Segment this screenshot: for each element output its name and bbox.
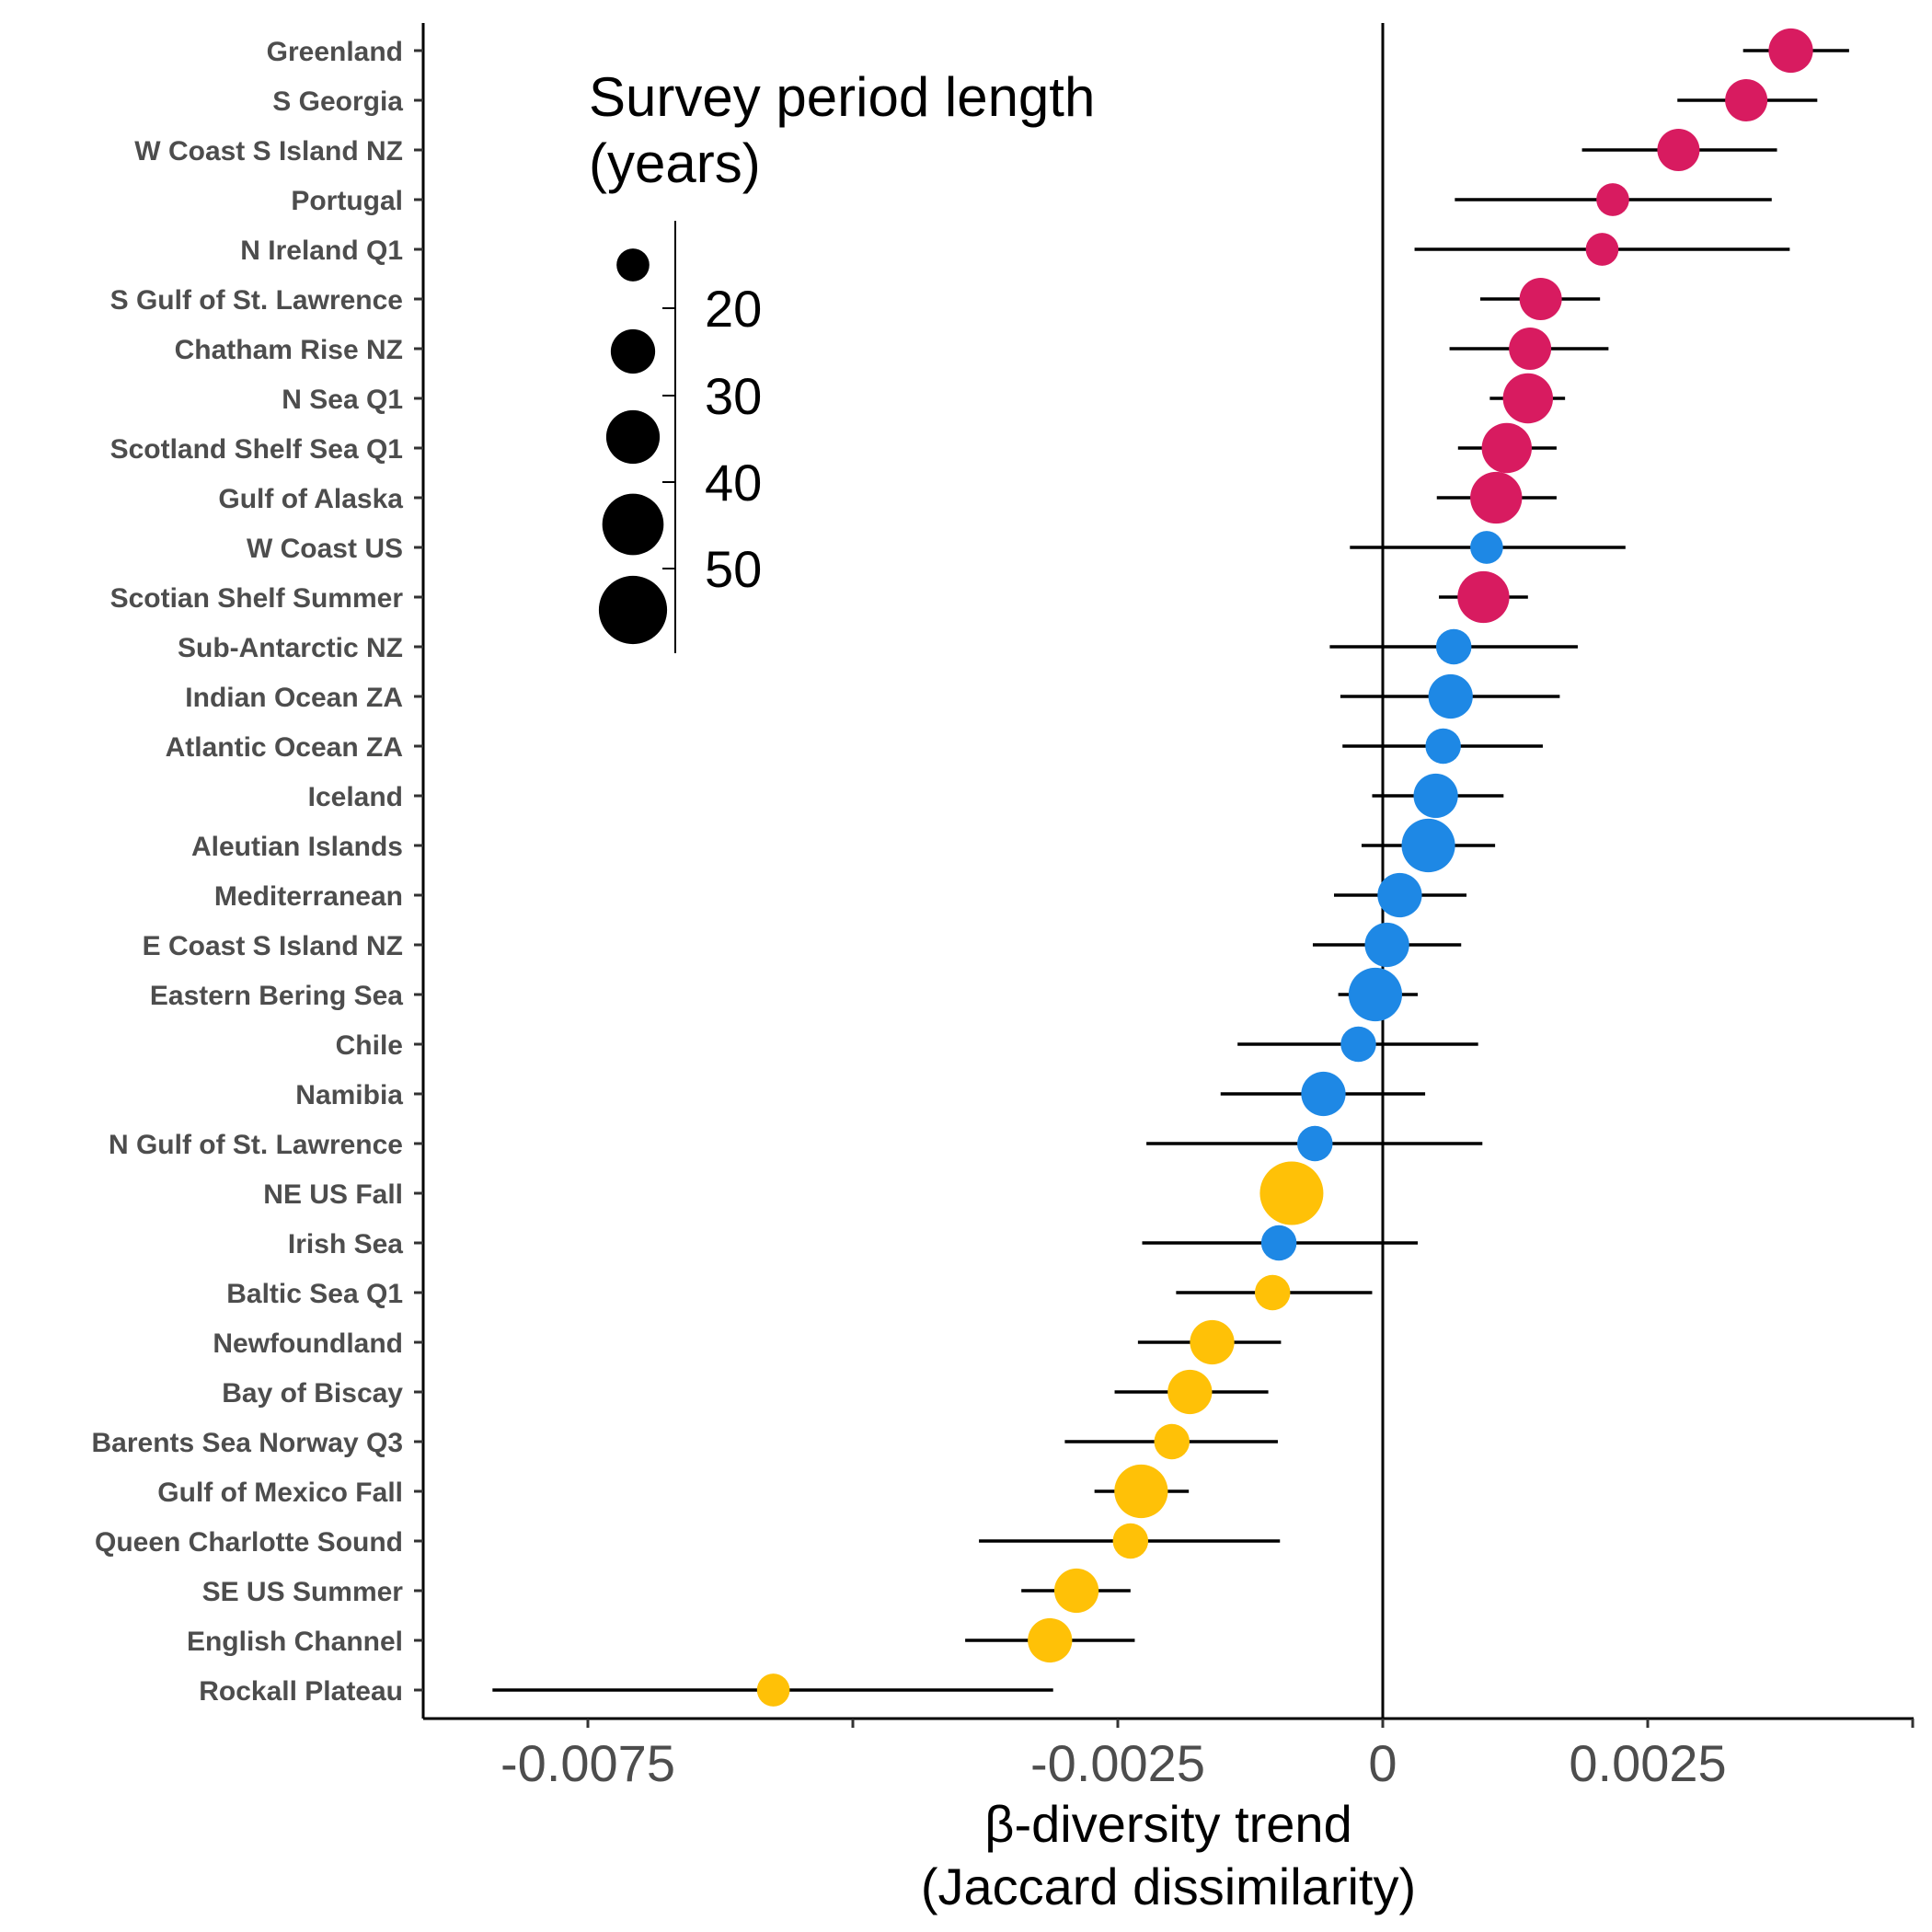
region-label: Chatham Rise NZ <box>175 335 403 365</box>
data-point <box>1470 531 1503 564</box>
region-label: Indian Ocean ZA <box>185 683 403 713</box>
data-point <box>1348 967 1403 1022</box>
region-label: Atlantic Ocean ZA <box>166 732 403 763</box>
region-label: Scotland Shelf Sea Q1 <box>110 434 403 465</box>
region-label: N Gulf of St. Lawrence <box>109 1130 403 1160</box>
region-label: Barents Sea Norway Q3 <box>92 1428 403 1458</box>
data-point <box>1768 28 1813 74</box>
data-point <box>1657 129 1700 171</box>
x-axis-title-line: β-diversity trend <box>984 1795 1351 1853</box>
x-tick-label: 0.0025 <box>1569 1734 1726 1792</box>
region-label: N Ireland Q1 <box>240 236 403 266</box>
region-label: E Coast S Island NZ <box>143 931 403 961</box>
legend-title-line: Survey period length <box>589 66 1095 128</box>
data-point <box>1413 773 1458 819</box>
region-label: Rockall Plateau <box>199 1676 403 1707</box>
region-label: Gulf of Mexico Fall <box>157 1478 403 1508</box>
region-label: SE US Summer <box>202 1577 404 1607</box>
x-axis-title-line: (Jaccard dissimilarity) <box>921 1857 1416 1915</box>
data-point <box>1297 1125 1333 1162</box>
region-label: Scotian Shelf Summer <box>110 583 404 614</box>
legend-value-label: 50 <box>705 540 762 598</box>
data-point <box>1167 1369 1213 1415</box>
data-point <box>1254 1274 1291 1311</box>
points-layer <box>492 28 1849 1707</box>
x-tick-label: -0.0025 <box>1030 1734 1205 1792</box>
data-point <box>1112 1523 1149 1559</box>
region-label: W Coast US <box>247 534 403 564</box>
region-label: Aleutian Islands <box>191 832 403 862</box>
data-point <box>1425 728 1461 765</box>
data-point <box>1340 1026 1376 1063</box>
legend-value-label: 20 <box>705 280 762 338</box>
legend-key-circle <box>610 328 656 374</box>
data-point <box>1509 328 1552 370</box>
region-label: Baltic Sea Q1 <box>226 1279 403 1309</box>
data-point <box>1481 422 1532 474</box>
region-label: S Georgia <box>272 86 403 117</box>
data-point <box>1502 373 1554 424</box>
data-point <box>1260 1225 1297 1261</box>
data-point <box>1301 1071 1346 1117</box>
region-label: Chile <box>336 1030 403 1061</box>
data-point <box>1457 570 1510 624</box>
size-legend: Survey period length(years) 20 30 40 50 <box>589 66 1095 653</box>
region-label: N Sea Q1 <box>282 385 403 415</box>
region-label: W Coast S Island NZ <box>134 136 403 167</box>
data-point <box>1596 183 1629 216</box>
region-label: Bay of Biscay <box>222 1378 403 1409</box>
region-label: Greenland <box>267 37 403 67</box>
legend-title-line: (years) <box>589 132 761 194</box>
data-point <box>1470 471 1523 524</box>
region-label: Sub-Antarctic NZ <box>178 633 403 663</box>
data-point <box>1114 1464 1168 1519</box>
data-point <box>1435 628 1472 665</box>
data-point <box>1053 1568 1099 1614</box>
region-label: Eastern Bering Sea <box>150 981 403 1011</box>
data-point <box>1190 1319 1235 1365</box>
axes-layer: -0.0075 -0.0025 0 0.0025 β-diversity trend(J… <box>92 23 1915 1915</box>
legend-key-circle <box>602 493 664 556</box>
region-label: Queen Charlotte Sound <box>95 1527 403 1558</box>
region-label: Iceland <box>308 782 403 812</box>
data-point <box>1028 1617 1073 1663</box>
x-tick-label: -0.0075 <box>500 1734 675 1792</box>
data-point <box>1154 1423 1190 1460</box>
region-label: Portugal <box>291 186 403 216</box>
data-point <box>1519 278 1562 320</box>
region-label: English Channel <box>187 1627 403 1657</box>
region-label: Mediterranean <box>214 881 403 912</box>
legend-key-circle <box>598 575 668 645</box>
region-label: S Gulf of St. Lawrence <box>110 285 403 316</box>
region-label: NE US Fall <box>263 1179 403 1210</box>
region-label: Newfoundland <box>213 1328 403 1359</box>
data-point <box>1259 1161 1324 1225</box>
legend-value-label: 30 <box>705 367 762 425</box>
data-point <box>1401 818 1455 873</box>
region-label: Namibia <box>295 1080 403 1110</box>
data-point <box>1585 233 1619 266</box>
region-label: Irish Sea <box>288 1229 403 1259</box>
data-point <box>1377 872 1422 918</box>
legend-key-circle <box>605 409 661 465</box>
legend-value-label: 40 <box>705 454 762 512</box>
region-label: Gulf of Alaska <box>218 484 403 514</box>
data-point <box>1725 79 1768 121</box>
data-point <box>1364 922 1409 968</box>
x-tick-label: 0 <box>1368 1734 1397 1792</box>
data-point <box>756 1673 790 1707</box>
legend-key-circle <box>616 248 650 282</box>
data-point <box>1428 673 1473 719</box>
